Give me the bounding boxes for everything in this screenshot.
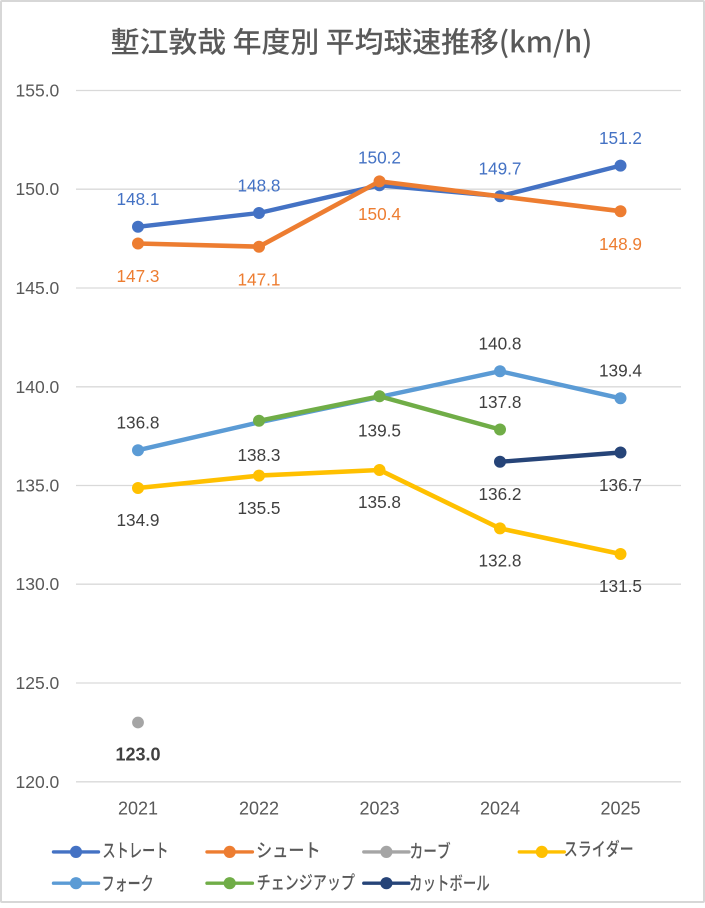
svg-text:147.3: 147.3 [116,266,159,286]
svg-text:131.5: 131.5 [599,576,642,596]
svg-text:139.5: 139.5 [358,420,401,440]
svg-text:135.0: 135.0 [16,476,60,496]
svg-text:147.1: 147.1 [237,269,280,289]
svg-text:2024: 2024 [480,799,520,819]
svg-text:2021: 2021 [118,799,158,819]
svg-text:150.4: 150.4 [358,204,401,224]
svg-text:145.0: 145.0 [16,278,60,298]
svg-text:137.8: 137.8 [478,392,521,412]
svg-text:140.0: 140.0 [16,377,60,397]
svg-text:135.5: 135.5 [237,498,280,518]
svg-text:149.7: 149.7 [478,159,521,179]
svg-text:2025: 2025 [600,799,640,819]
svg-text:136.2: 136.2 [478,484,521,504]
svg-text:134.9: 134.9 [116,510,159,530]
svg-text:140.8: 140.8 [478,334,521,354]
svg-text:138.3: 138.3 [237,445,280,465]
svg-text:125.0: 125.0 [16,673,60,693]
svg-text:148.9: 148.9 [599,234,642,254]
svg-text:148.8: 148.8 [237,175,280,195]
svg-text:139.4: 139.4 [599,361,642,381]
svg-text:2022: 2022 [239,799,279,819]
svg-text:151.2: 151.2 [599,128,642,148]
svg-text:148.1: 148.1 [116,189,159,209]
svg-text:130.0: 130.0 [16,574,60,594]
svg-text:135.8: 135.8 [358,492,401,512]
svg-text:150.2: 150.2 [358,148,401,168]
svg-text:150.0: 150.0 [16,179,60,199]
svg-text:132.8: 132.8 [478,551,521,571]
svg-text:123.0: 123.0 [115,745,160,765]
svg-text:136.7: 136.7 [599,475,642,495]
svg-text:120.0: 120.0 [16,772,60,792]
svg-text:136.8: 136.8 [116,413,159,433]
svg-text:155.0: 155.0 [16,81,60,101]
svg-text:2023: 2023 [359,799,399,819]
